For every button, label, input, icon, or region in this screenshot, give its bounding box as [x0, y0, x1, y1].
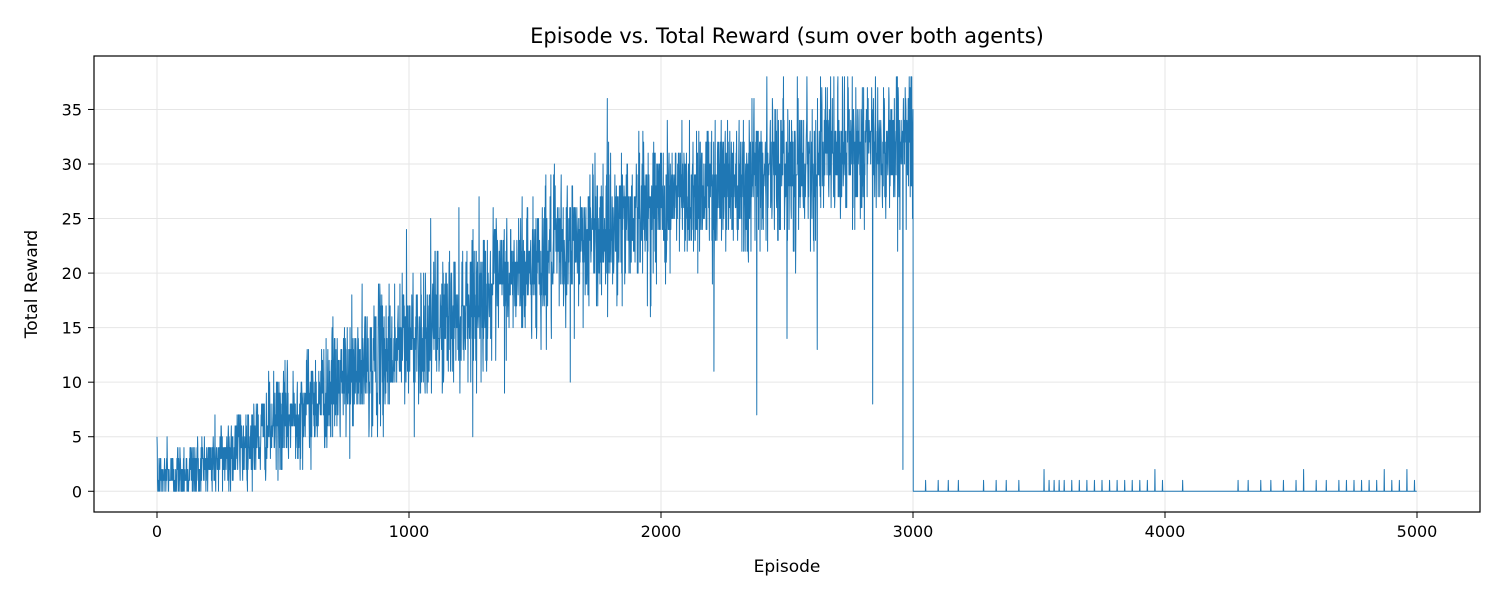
x-tick-label: 5000 [1397, 522, 1438, 541]
y-tick-label: 20 [62, 264, 82, 283]
y-tick-label: 10 [62, 373, 82, 392]
y-axis: 0 5 10 15 20 25 30 35 [62, 100, 94, 501]
y-tick-label: 15 [62, 319, 82, 338]
y-tick-label: 5 [72, 428, 82, 447]
x-axis: 0 1000 2000 3000 4000 5000 [152, 512, 1437, 541]
x-axis-label: Episode [754, 557, 821, 577]
y-axis-label: Total Reward [22, 230, 42, 339]
chart-title: Episode vs. Total Reward (sum over both … [530, 24, 1044, 48]
x-tick-label: 3000 [893, 522, 934, 541]
y-tick-label: 25 [62, 210, 82, 229]
series-layer [156, 76, 1417, 492]
x-tick-label: 0 [152, 522, 162, 541]
x-tick-label: 2000 [641, 522, 682, 541]
plot-frame [93, 55, 1481, 513]
x-tick-label: 1000 [389, 522, 430, 541]
series-line [156, 76, 1417, 492]
y-tick-label: 30 [62, 155, 82, 174]
y-tick-label: 35 [62, 100, 82, 119]
y-tick-label: 0 [72, 482, 82, 501]
x-tick-label: 4000 [1145, 522, 1186, 541]
